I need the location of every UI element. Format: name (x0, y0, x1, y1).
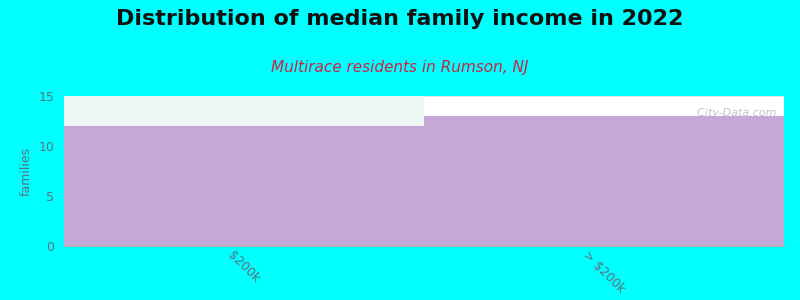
Bar (64, 96, 424, 126)
Text: Multirace residents in Rumson, NJ: Multirace residents in Rumson, NJ (271, 60, 529, 75)
Bar (64, 126, 424, 246)
Bar (424, 116, 784, 246)
Text: Distribution of median family income in 2022: Distribution of median family income in … (116, 9, 684, 29)
Text: City-Data.com: City-Data.com (690, 108, 777, 118)
Y-axis label: families: families (20, 146, 33, 196)
